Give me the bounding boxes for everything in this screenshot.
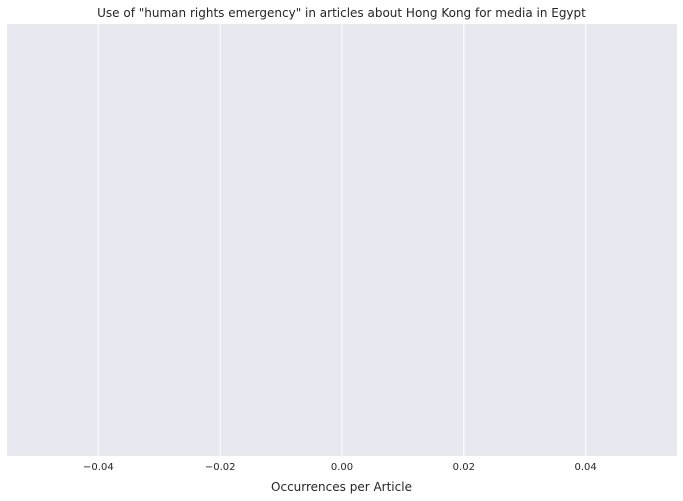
x-tick-label: −0.02 <box>205 462 236 473</box>
x-tick-label: 0.00 <box>331 462 353 473</box>
chart-title: Use of "human rights emergency" in artic… <box>97 6 586 20</box>
x-tick-labels: −0.04 −0.02 0.00 0.02 0.04 <box>83 462 597 473</box>
x-tick-label: −0.04 <box>83 462 114 473</box>
x-tick-label: 0.02 <box>453 462 475 473</box>
x-tick-label: 0.04 <box>575 462 597 473</box>
x-gridlines <box>97 24 587 456</box>
x-axis-label: Occurrences per Article <box>271 480 412 494</box>
